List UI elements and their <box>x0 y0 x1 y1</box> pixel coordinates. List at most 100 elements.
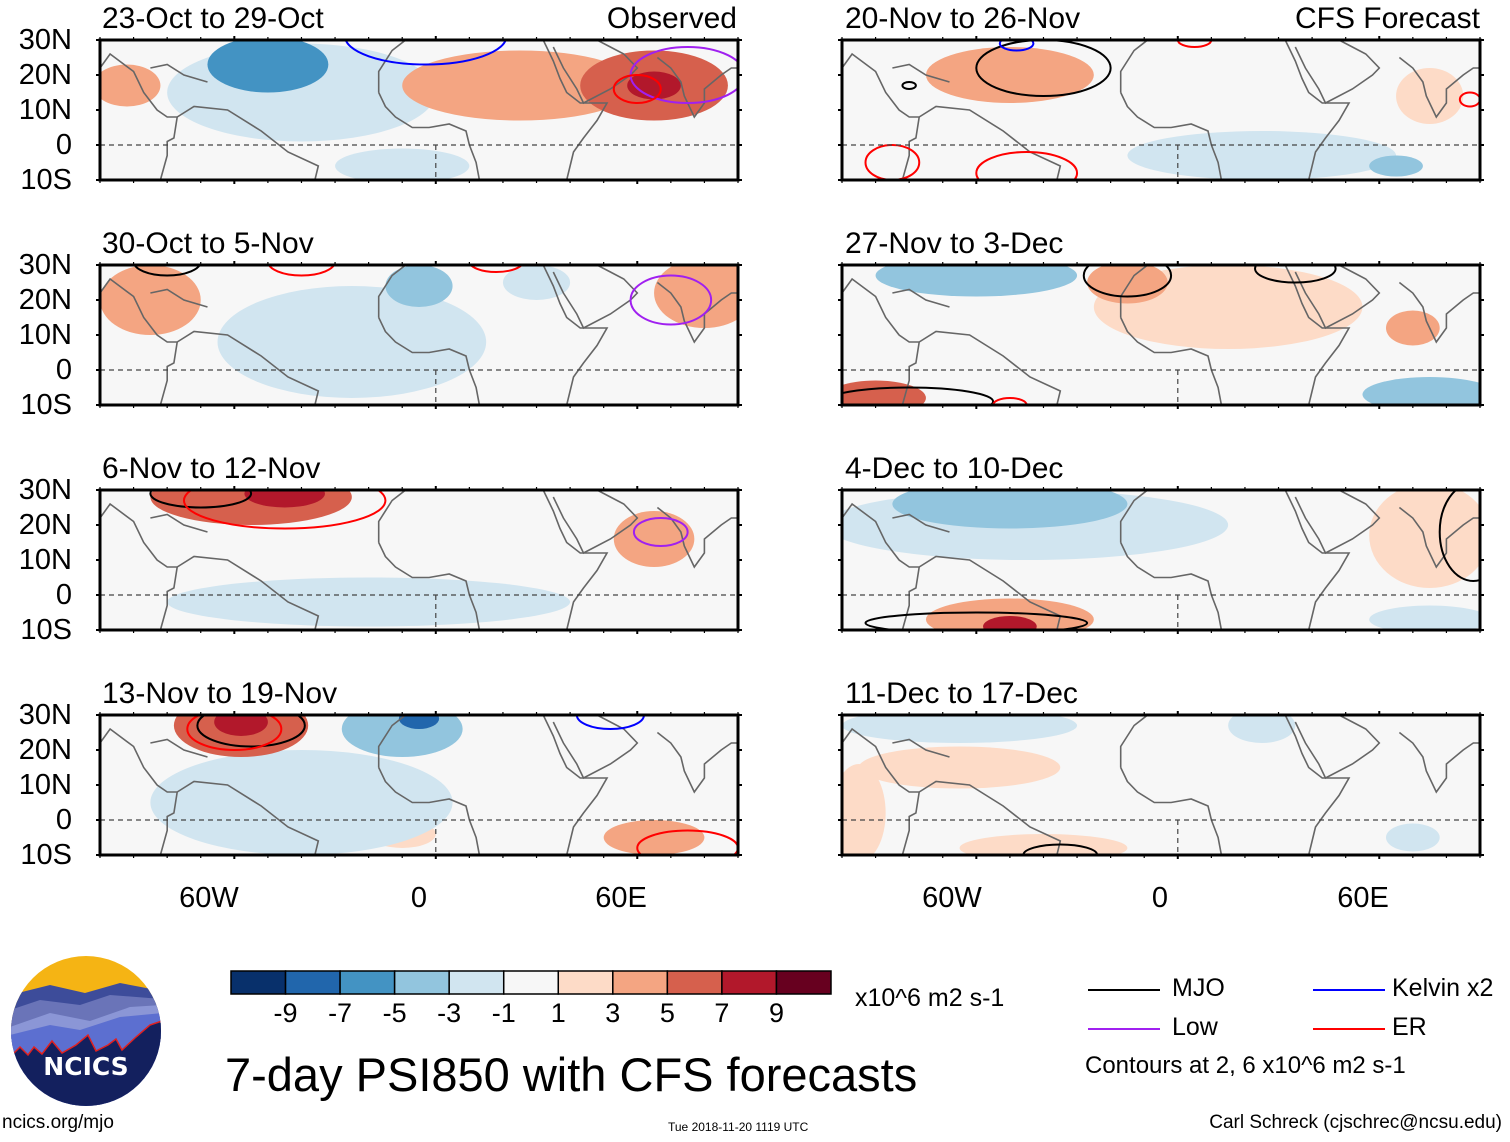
coastline <box>1398 731 1480 794</box>
contour-kelvin-x2 <box>344 40 507 66</box>
coastline <box>377 40 407 93</box>
coastline <box>377 265 407 318</box>
contour-er <box>636 829 738 855</box>
colorbar-swatch <box>339 970 396 995</box>
x-tick-label-60e-left: 60E <box>595 882 647 914</box>
anomaly-region <box>983 616 1037 630</box>
coastline <box>1284 40 1351 180</box>
coastline <box>552 490 639 555</box>
legend-label-low: Low <box>1172 1013 1218 1041</box>
y-tick-label: 30N <box>18 249 72 281</box>
y-tick-label: 0 <box>55 579 72 611</box>
contour-er <box>864 144 921 180</box>
coastline <box>892 738 950 758</box>
coastline <box>901 116 920 180</box>
y-tick-label: 10N <box>18 94 72 126</box>
panel-title-5: 20-Nov to 26-Nov <box>845 2 1081 35</box>
contour-er <box>267 265 336 277</box>
coastline <box>892 513 950 533</box>
panel-title-1: 23-Oct to 29-Oct <box>102 2 324 35</box>
coastline <box>377 767 481 855</box>
coastline <box>150 63 208 83</box>
map-panel-8 <box>838 711 1484 859</box>
colorbar-tick-label: 5 <box>659 998 675 1028</box>
coastline <box>656 731 738 794</box>
coastline <box>892 63 950 83</box>
coastline <box>656 281 738 344</box>
legend-label-er: ER <box>1392 1013 1427 1041</box>
panel-title-3: 6-Nov to 12-Nov <box>102 452 321 485</box>
map-panel-1 <box>96 36 742 184</box>
y-tick-label: 0 <box>55 354 72 386</box>
colorbar-swatch <box>502 970 560 995</box>
coastline <box>1398 506 1480 569</box>
colorbar-swatch <box>612 970 669 995</box>
coastline <box>1294 265 1381 330</box>
colorbar-tick-label: -5 <box>382 998 407 1028</box>
anomaly-region <box>613 511 695 567</box>
anomaly-region <box>244 490 325 508</box>
y-tick-label: 30N <box>18 699 72 731</box>
contour-er <box>469 265 523 273</box>
contour-mjo <box>149 490 253 509</box>
contour-kelvin-x2 <box>998 40 1035 52</box>
coastline <box>901 791 920 855</box>
coastline <box>1284 490 1351 630</box>
y-tick-label: 10S <box>20 839 72 871</box>
coastline <box>892 288 950 308</box>
coastline <box>1119 767 1223 855</box>
anomaly-region <box>385 265 453 307</box>
colorbar-swatch <box>721 970 778 995</box>
colorbar-tick-label: -3 <box>437 998 462 1028</box>
anomaly-region <box>207 40 329 93</box>
coastline <box>901 566 920 630</box>
legend-label-mjo: MJO <box>1172 974 1225 1002</box>
y-tick-label: 20N <box>18 284 72 316</box>
coastline <box>377 715 407 768</box>
x-tick-label-60e-right: 60E <box>1337 882 1389 914</box>
coastline <box>1294 490 1381 555</box>
y-tick-label: 20N <box>18 59 72 91</box>
coastline <box>1294 40 1381 105</box>
y-tick-label: 0 <box>55 804 72 836</box>
y-tick-label: 10S <box>20 164 72 196</box>
colorbar-swatch <box>448 970 505 995</box>
coastline <box>1119 92 1223 180</box>
colorbar <box>230 970 832 995</box>
map-panel-6 <box>838 261 1484 409</box>
coastline <box>1119 317 1223 405</box>
x-tick-label-0-left: 0 <box>410 882 428 914</box>
coastline <box>1398 281 1480 344</box>
anomaly-region <box>875 265 1078 297</box>
coastline <box>1398 56 1480 119</box>
legend-line-mjo <box>1088 989 1160 991</box>
contour-mjo <box>1022 843 1099 855</box>
coastline <box>377 490 407 543</box>
panel-title-8: 11-Dec to 17-Dec <box>845 677 1078 710</box>
colorbar-swatch <box>230 970 287 995</box>
colorbar-tick-label: -1 <box>491 998 516 1028</box>
chart-title: 7-day PSI850 with CFS forecasts <box>225 1048 918 1101</box>
anomaly-region <box>654 265 738 328</box>
anomaly-region <box>398 715 440 729</box>
coastline <box>377 317 481 405</box>
contour-kelvin-x2 <box>575 715 645 730</box>
panel-title-6: 27-Nov to 3-Dec <box>845 227 1064 260</box>
anomaly-region <box>603 820 705 855</box>
coastline <box>1119 490 1149 543</box>
anomaly-region <box>1396 68 1464 124</box>
y-tick-label: 30N <box>18 474 72 506</box>
colorbar-swatch <box>775 970 832 995</box>
anomaly-region <box>1127 131 1397 180</box>
contour-low <box>629 274 713 326</box>
anomaly-region <box>217 286 487 398</box>
coastline <box>1119 265 1149 318</box>
x-tick-label-0-right: 0 <box>1151 882 1169 914</box>
coastline <box>150 738 208 758</box>
coastline <box>552 715 639 780</box>
colorbar-swatch <box>557 970 614 995</box>
contour-mjo <box>842 386 995 405</box>
anomaly-region <box>842 715 1078 743</box>
map-panel-4 <box>96 711 742 859</box>
colorbar-tick-label: 3 <box>605 998 621 1028</box>
